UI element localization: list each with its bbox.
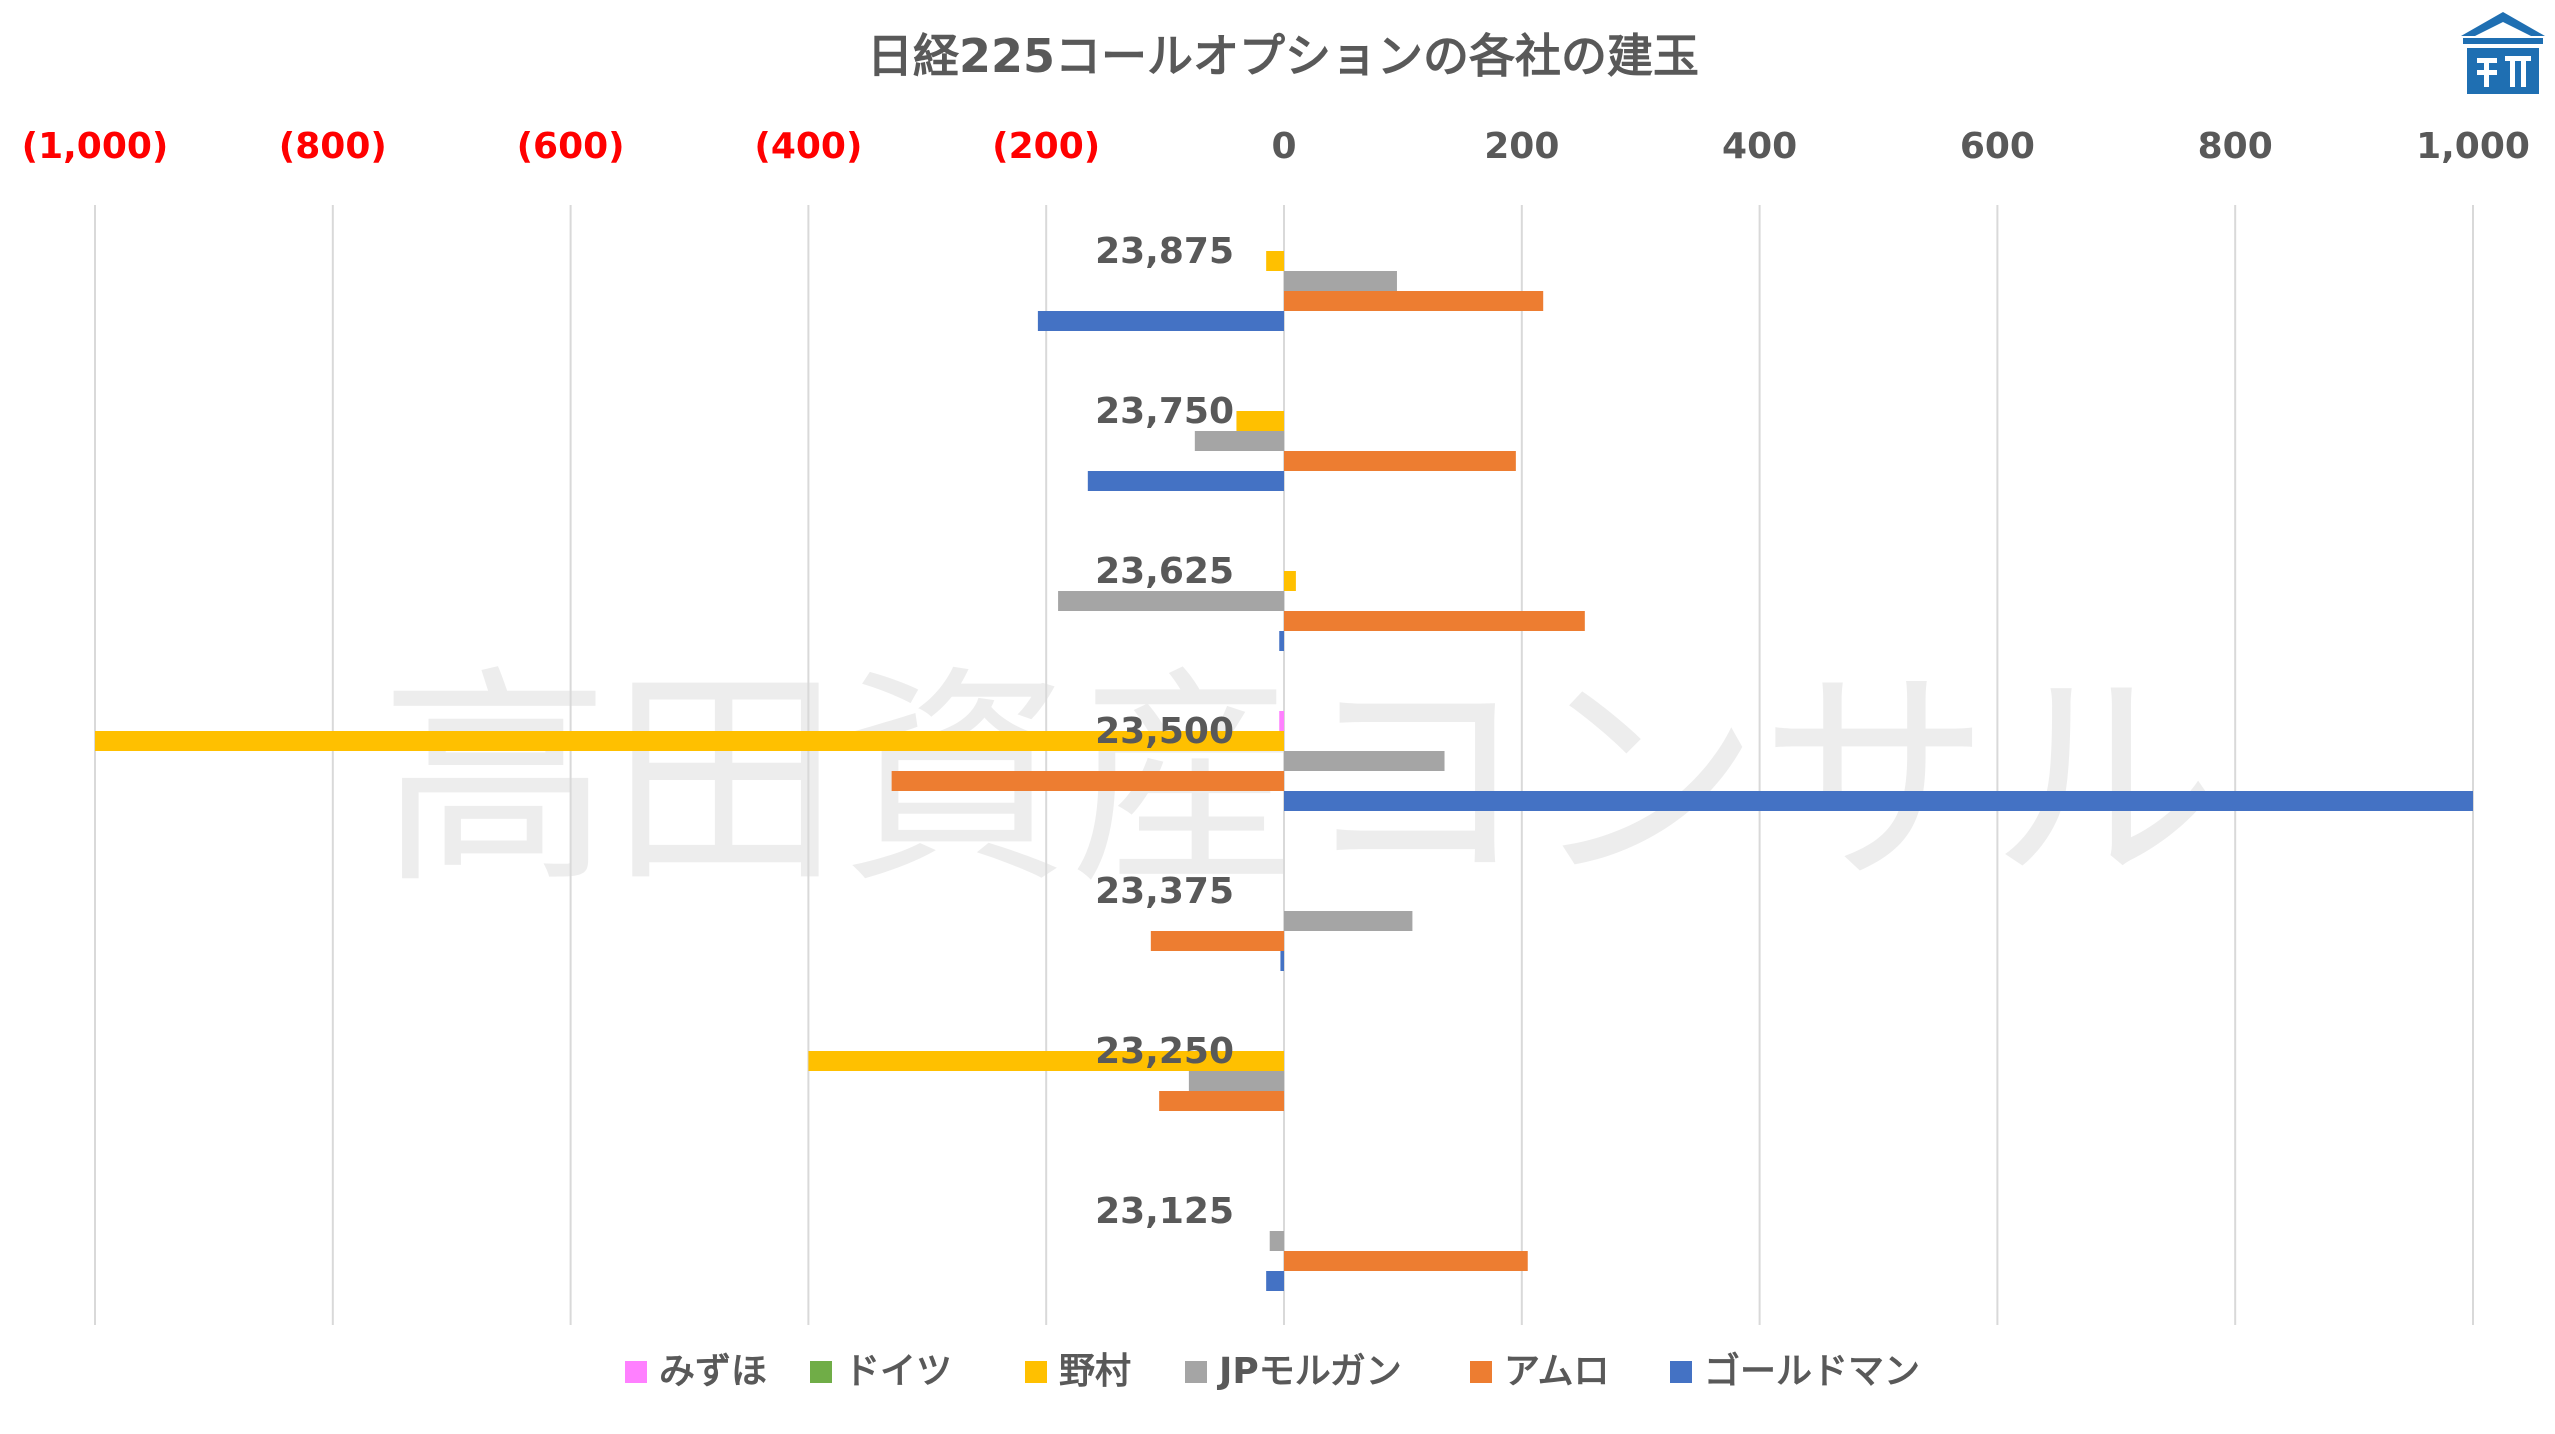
company-logo-icon xyxy=(2461,12,2545,94)
bar-ゴールドマン-23,375 xyxy=(1280,951,1284,971)
bar-アムロ-23,875 xyxy=(1284,291,1544,311)
category-label: 23,250 xyxy=(1095,1031,1234,1072)
x-tick-label: (200) xyxy=(992,126,1100,167)
x-tick-label: (400) xyxy=(754,126,862,167)
x-tick-label: 400 xyxy=(1722,126,1797,167)
bar-野村-23,625 xyxy=(1284,571,1296,591)
category-label: 23,375 xyxy=(1095,871,1234,912)
bar-アムロ-23,250 xyxy=(1159,1091,1284,1111)
bar-アムロ-23,500 xyxy=(891,771,1284,791)
legend-label: ゴールドマン xyxy=(1704,1350,1920,1392)
x-tick-label: (800) xyxy=(279,126,387,167)
chart-title: 日経225コールオプションの各社の建玉 xyxy=(867,29,1699,83)
bar-アムロ-23,750 xyxy=(1284,451,1516,471)
x-tick-label: (600) xyxy=(517,126,625,167)
bars xyxy=(95,251,2473,1291)
legend-swatch xyxy=(1470,1361,1492,1383)
legend: みずほ ドイツ 野村 JPモルガン アムロ ゴールドマン xyxy=(625,1350,1920,1392)
category-label: 23,625 xyxy=(1095,551,1234,592)
legend-swatch xyxy=(625,1361,647,1383)
x-axis-tick-labels: (1,000) (800) (600) (400) (200) 0 200 400 600 800… xyxy=(22,126,2530,167)
legend-swatch xyxy=(1670,1361,1692,1383)
legend-label: みずほ xyxy=(659,1351,767,1392)
legend-swatch xyxy=(1025,1361,1047,1383)
legend-label: 野村 xyxy=(1059,1351,1131,1392)
bar-JPモルガン-23,875 xyxy=(1284,271,1397,291)
x-tick-label: 800 xyxy=(2198,126,2273,167)
bar-野村-23,750 xyxy=(1236,411,1284,431)
x-tick-label: (1,000) xyxy=(22,126,169,167)
legend-label: JPモルガン xyxy=(1216,1351,1402,1392)
legend-label: ドイツ xyxy=(844,1351,952,1392)
bar-ゴールドマン-23,875 xyxy=(1037,311,1284,331)
bar-アムロ-23,375 xyxy=(1150,931,1284,951)
legend-label: アムロ xyxy=(1504,1351,1609,1392)
x-tick-label: 0 xyxy=(1271,126,1296,167)
category-label: 23,500 xyxy=(1095,711,1234,752)
x-tick-label: 1,000 xyxy=(2416,126,2530,167)
bar-JPモルガン-23,500 xyxy=(1284,751,1445,771)
category-labels: 23,875 23,750 23,625 23,500 23,375 23,250 23,1… xyxy=(1095,231,1234,1232)
bar-アムロ-23,125 xyxy=(1284,1251,1528,1271)
bar-アムロ-23,625 xyxy=(1284,611,1585,631)
legend-swatch xyxy=(810,1361,832,1383)
bar-JPモルガン-23,375 xyxy=(1284,911,1413,931)
bar-ゴールドマン-23,625 xyxy=(1279,631,1284,651)
bar-JPモルガン-23,625 xyxy=(1058,591,1284,611)
bar-ゴールドマン-23,125 xyxy=(1266,1271,1284,1291)
bar-JPモルガン-23,250 xyxy=(1188,1071,1284,1091)
bar-JPモルガン-23,750 xyxy=(1194,431,1284,451)
bar-野村-23,250 xyxy=(808,1051,1284,1071)
bar-ゴールドマン-23,500 xyxy=(1284,791,2473,811)
bar-みずほ-23,500 xyxy=(1279,711,1284,731)
bar-野村-23,875 xyxy=(1266,251,1284,271)
bar-野村-23,500 xyxy=(95,731,1284,751)
legend-swatch xyxy=(1185,1361,1207,1383)
watermark: 高田資産コンサル xyxy=(380,648,2220,915)
x-tick-label: 600 xyxy=(1960,126,2035,167)
bar-ゴールドマン-23,750 xyxy=(1087,471,1284,491)
x-tick-label: 200 xyxy=(1484,126,1559,167)
category-label: 23,875 xyxy=(1095,231,1234,272)
bar-JPモルガン-23,125 xyxy=(1269,1231,1284,1251)
category-label: 23,750 xyxy=(1095,391,1234,432)
category-label: 23,125 xyxy=(1095,1191,1234,1232)
